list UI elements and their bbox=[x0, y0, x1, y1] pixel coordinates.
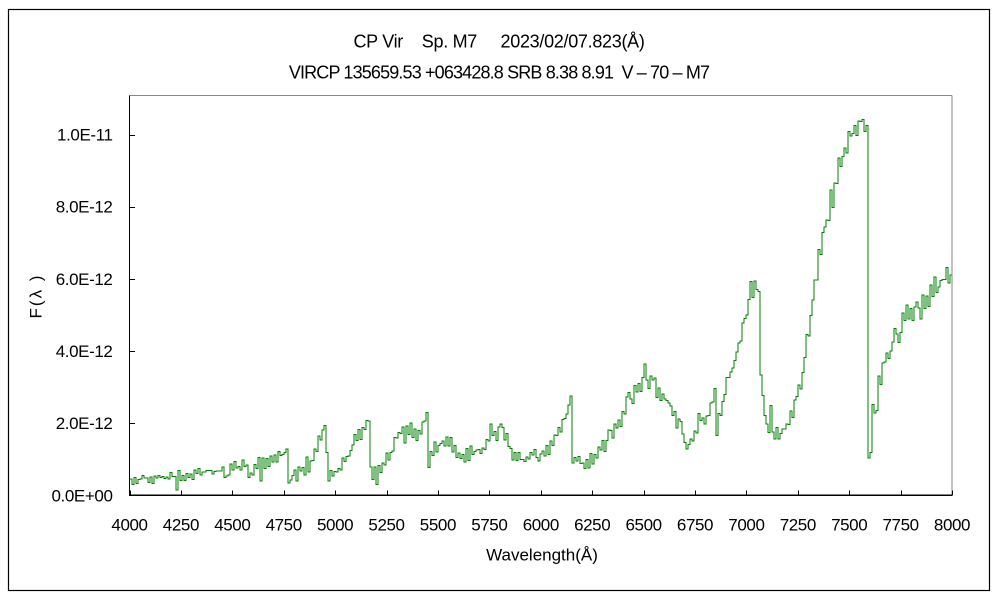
svg-text:7000: 7000 bbox=[728, 516, 764, 535]
svg-text:Wavelength(Å): Wavelength(Å) bbox=[486, 546, 598, 565]
svg-text:CP Vir Sp. M7 2023/02/0: CP Vir Sp. M7 2023/02/07.823(Å) bbox=[353, 32, 644, 52]
svg-text:7750: 7750 bbox=[882, 516, 918, 535]
svg-text:6750: 6750 bbox=[677, 516, 713, 535]
svg-text:4750: 4750 bbox=[266, 516, 302, 535]
svg-text:5750: 5750 bbox=[471, 516, 507, 535]
svg-text:8000: 8000 bbox=[934, 516, 970, 535]
svg-text:4500: 4500 bbox=[214, 516, 250, 535]
svg-text:VIRCP 135659.53 +063428.8 SRB: VIRCP 135659.53 +063428.8 SRB 8.38 8.91 … bbox=[289, 63, 710, 83]
svg-text:5000: 5000 bbox=[317, 516, 353, 535]
svg-text:F(λ ): F(λ ) bbox=[27, 274, 46, 319]
svg-text:4.0E-12: 4.0E-12 bbox=[56, 342, 113, 361]
svg-text:6500: 6500 bbox=[625, 516, 661, 535]
svg-text:1.0E-11: 1.0E-11 bbox=[57, 126, 112, 145]
svg-text:6000: 6000 bbox=[523, 516, 559, 535]
svg-text:8.0E-12: 8.0E-12 bbox=[56, 198, 113, 217]
svg-text:5500: 5500 bbox=[420, 516, 456, 535]
svg-text:6.0E-12: 6.0E-12 bbox=[56, 270, 113, 289]
svg-text:7500: 7500 bbox=[831, 516, 867, 535]
svg-text:4250: 4250 bbox=[163, 516, 199, 535]
svg-text:5250: 5250 bbox=[368, 516, 404, 535]
svg-text:0.0E+00: 0.0E+00 bbox=[51, 486, 112, 505]
svg-text:2.0E-12: 2.0E-12 bbox=[56, 414, 113, 433]
svg-text:7250: 7250 bbox=[780, 516, 816, 535]
svg-text:4000: 4000 bbox=[111, 516, 147, 535]
svg-text:6250: 6250 bbox=[574, 516, 610, 535]
